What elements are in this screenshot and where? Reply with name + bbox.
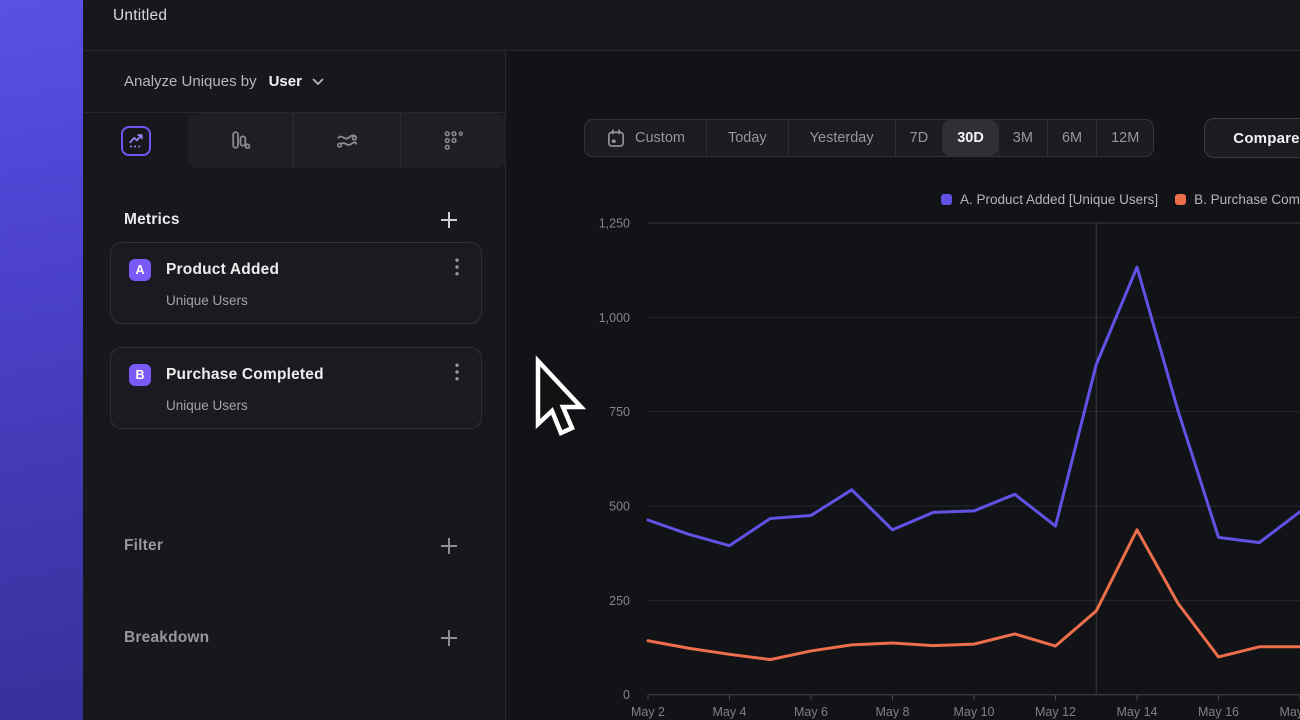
range-label: 7D: [910, 130, 929, 146]
chart-type-tabs: [83, 113, 505, 168]
report-title[interactable]: Untitled: [113, 7, 167, 25]
range-custom[interactable]: Custom: [585, 120, 706, 156]
grid-dots-icon: [441, 128, 466, 153]
tab-flows[interactable]: [293, 113, 399, 168]
add-breakdown-button[interactable]: [441, 630, 457, 646]
legend-swatch: [941, 194, 952, 205]
legend-item[interactable]: B. Purchase Completed [Unique Users]: [1175, 192, 1300, 207]
chart-panel: Custom Today Yesterday 7D 30D 3M 6M 12M Compare…: [507, 52, 1300, 720]
filter-heading: Filter: [124, 537, 163, 555]
compare-button[interactable]: Compare: [1204, 118, 1300, 158]
filter-section-header: Filter: [83, 537, 505, 555]
range-7d[interactable]: 7D: [895, 120, 943, 156]
legend-swatch: [1175, 194, 1186, 205]
line-chart-icon: [121, 126, 151, 156]
legend-label: A. Product Added [Unique Users]: [960, 192, 1158, 207]
bar-chart-icon: [228, 128, 253, 153]
range-label: 30D: [957, 130, 984, 146]
date-range-toolbar: Custom Today Yesterday 7D 30D 3M 6M 12M: [584, 119, 1154, 157]
metric-title: Purchase Completed: [166, 366, 324, 384]
tab-line-chart[interactable]: [83, 113, 188, 168]
analyze-by-label: Analyze Uniques by: [124, 73, 257, 90]
flows-icon: [334, 128, 360, 154]
chart-type-tab-group: [188, 113, 506, 168]
analyze-by-dropdown[interactable]: User: [269, 73, 302, 90]
app-header: Untitled: [83, 0, 1300, 51]
desktop-background-strip: [0, 0, 83, 720]
legend-item[interactable]: A. Product Added [Unique Users]: [941, 192, 1158, 207]
range-yesterday[interactable]: Yesterday: [788, 120, 895, 156]
range-3m[interactable]: 3M: [998, 120, 1047, 156]
metric-title: Product Added: [166, 261, 279, 279]
range-6m[interactable]: 6M: [1047, 120, 1096, 156]
tab-retention[interactable]: [400, 113, 506, 168]
range-label: Today: [728, 130, 767, 146]
metric-badge-a: A: [129, 259, 151, 281]
chevron-down-icon[interactable]: [312, 78, 324, 86]
metric-subtitle: Unique Users: [166, 398, 463, 413]
range-label: 3M: [1013, 130, 1033, 146]
kebab-menu-icon[interactable]: [451, 256, 463, 283]
range-today[interactable]: Today: [706, 120, 788, 156]
range-label: 6M: [1062, 130, 1082, 146]
kebab-menu-icon[interactable]: [451, 361, 463, 388]
breakdown-section-header: Breakdown: [83, 629, 505, 647]
range-30d[interactable]: 30D: [942, 120, 998, 156]
metric-badge-b: B: [129, 364, 151, 386]
analyze-by-row: Analyze Uniques by User: [83, 51, 505, 113]
range-12m[interactable]: 12M: [1096, 120, 1153, 156]
legend-label: B. Purchase Completed [Unique Users]: [1194, 192, 1300, 207]
range-label: Custom: [635, 130, 685, 146]
add-metric-button[interactable]: [441, 212, 457, 228]
metric-subtitle: Unique Users: [166, 293, 463, 308]
metric-card-b[interactable]: B Purchase Completed Unique Users: [110, 347, 482, 429]
screen: Untitled Analyze Uniques by User: [0, 0, 1300, 720]
metrics-section-header: Metrics: [83, 211, 505, 229]
metrics-heading: Metrics: [124, 211, 180, 229]
calendar-icon: [606, 128, 626, 149]
metric-card-a[interactable]: A Product Added Unique Users: [110, 242, 482, 324]
add-filter-button[interactable]: [441, 538, 457, 554]
range-label: Yesterday: [810, 130, 874, 146]
sidebar: Analyze Uniques by User: [83, 51, 506, 720]
tab-bar-chart[interactable]: [188, 113, 293, 168]
breakdown-heading: Breakdown: [124, 629, 209, 647]
range-label: 12M: [1111, 130, 1139, 146]
chart-legend: A. Product Added [Unique Users] B. Purcha…: [941, 192, 1300, 207]
